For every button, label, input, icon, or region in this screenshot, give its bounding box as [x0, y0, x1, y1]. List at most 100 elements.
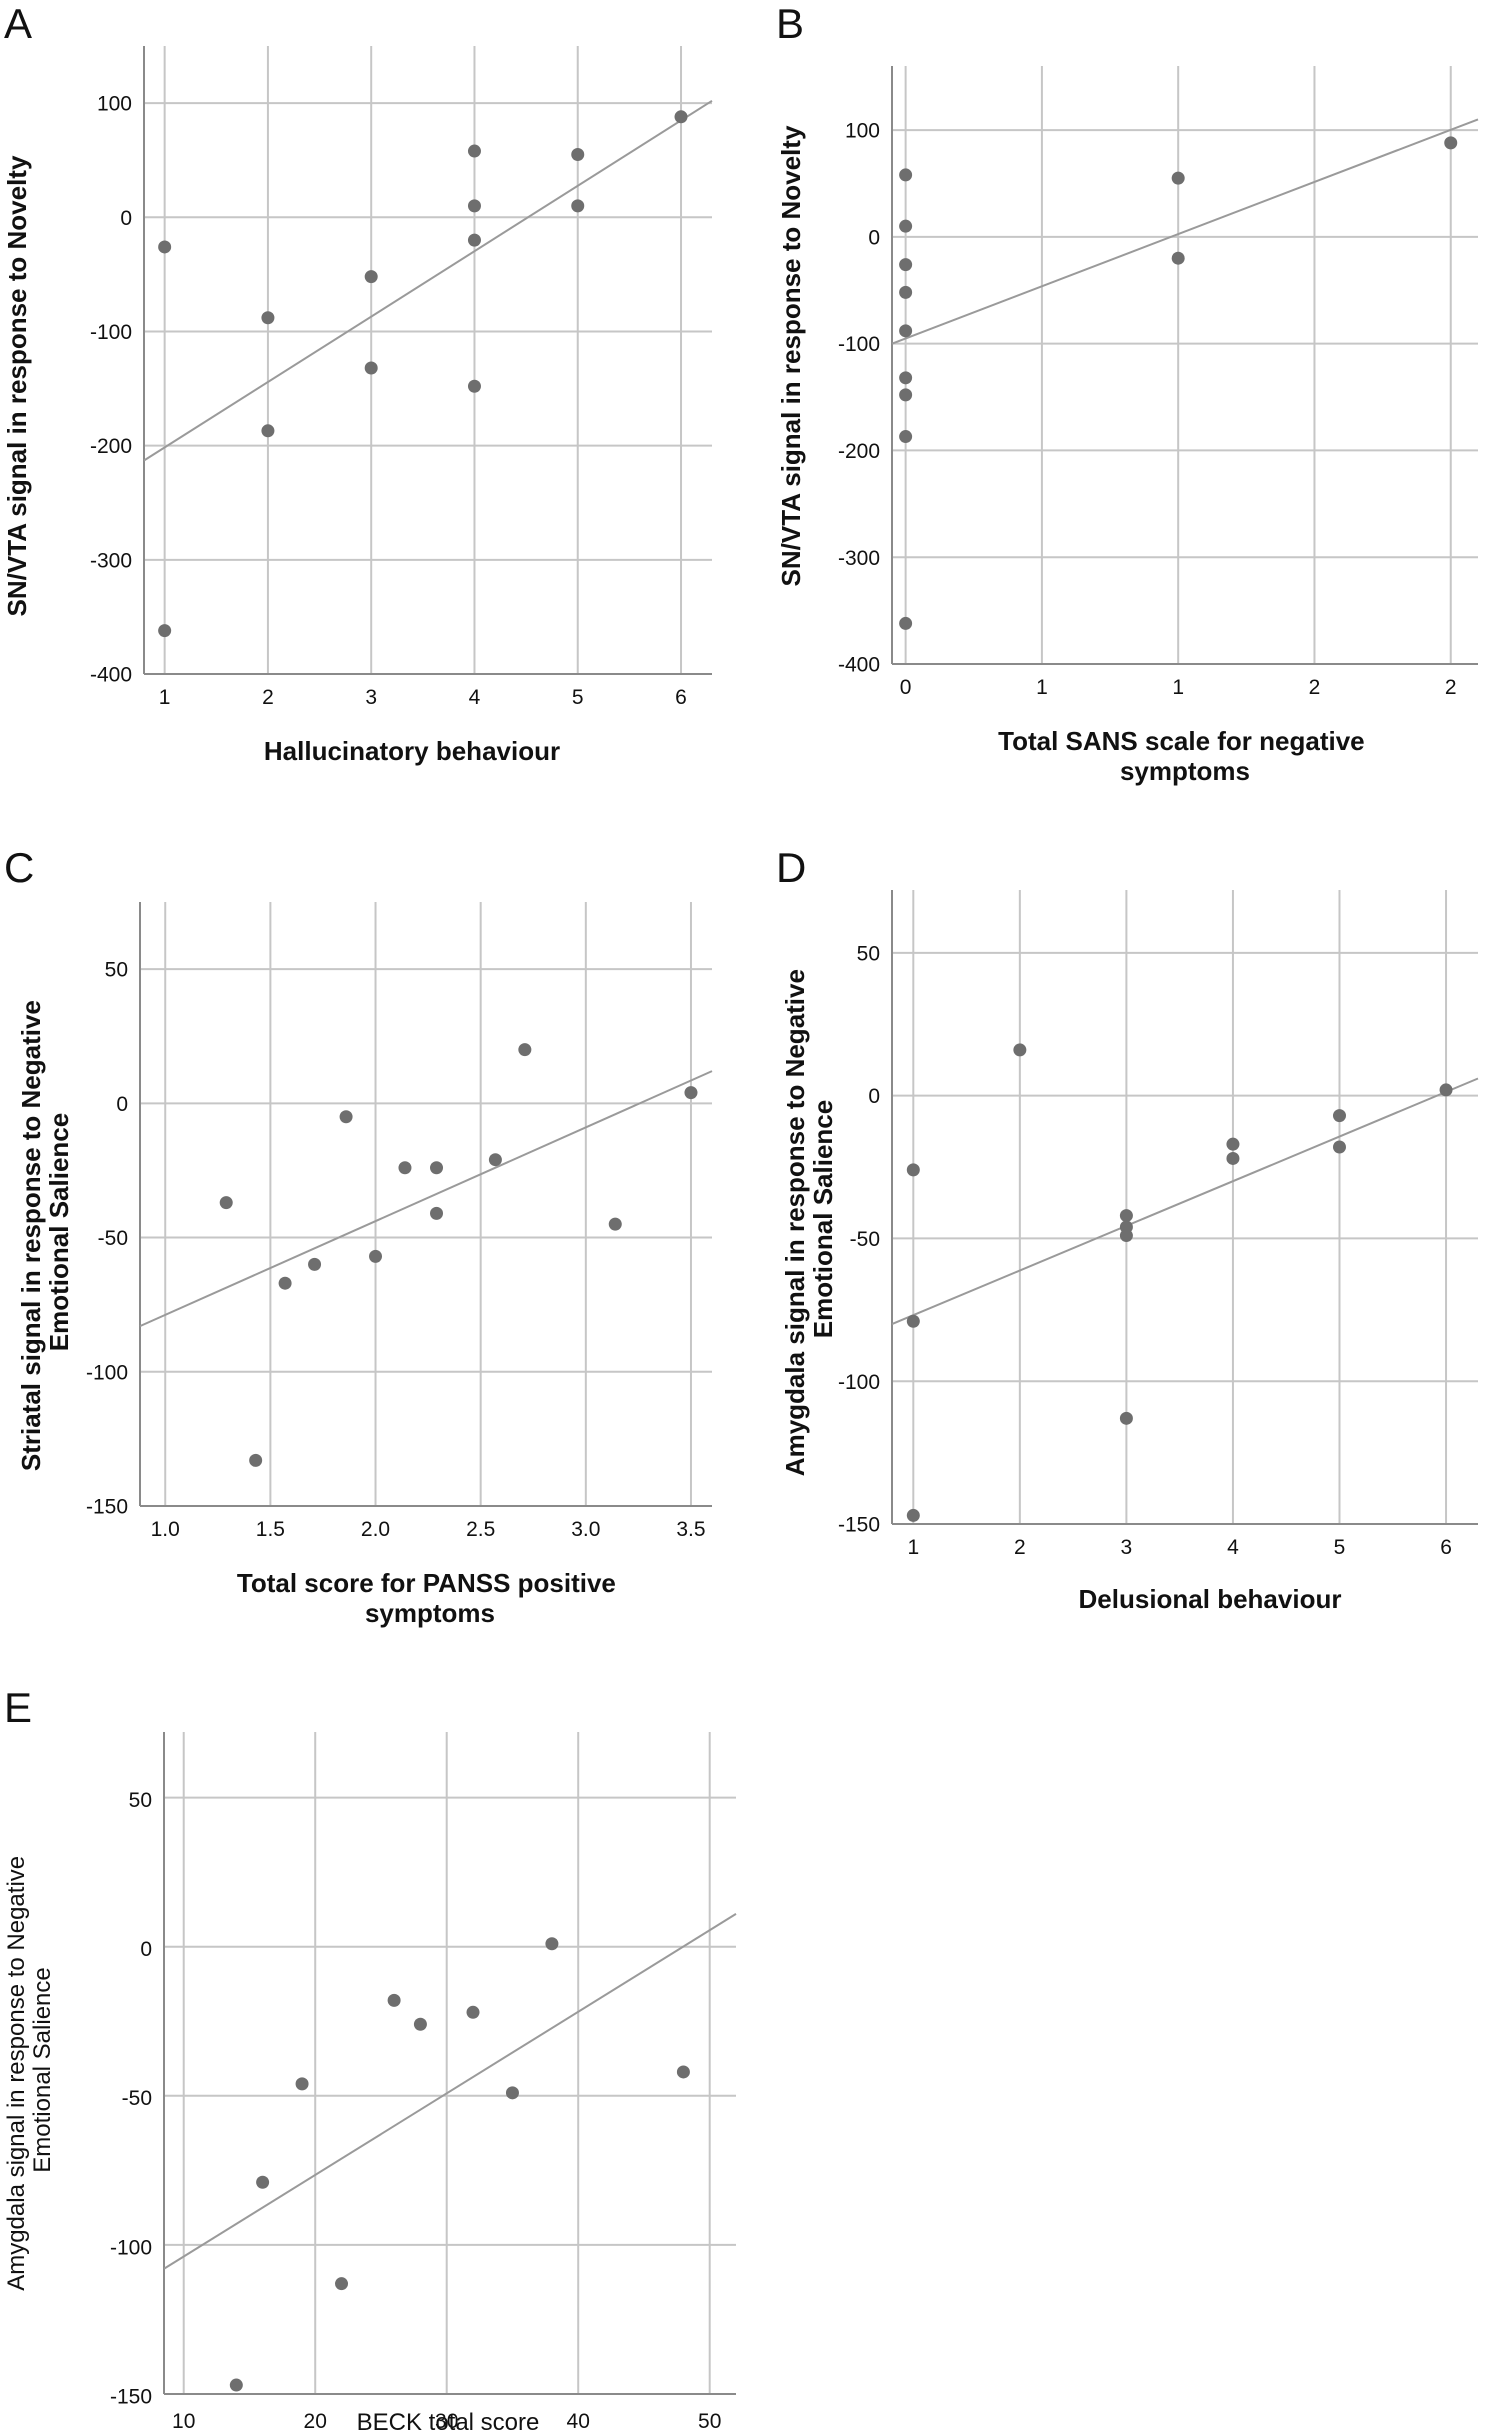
panel-c-data-point [398, 1161, 412, 1175]
panel-a-data-point [467, 199, 481, 213]
panel-c-data-point [278, 1276, 292, 1290]
panel-c-y-tick-label: -150 [86, 1496, 128, 1519]
panel-b-data-point [1171, 171, 1185, 185]
panel-a-y-tick-label: -200 [90, 435, 132, 458]
panel-d-letter: D [776, 844, 806, 891]
panel-c-data-point [369, 1249, 383, 1263]
panel-a-x-tick-label: 3 [365, 686, 377, 709]
panel-a-y-tick-label: -300 [90, 549, 132, 572]
panel-b-x-axis-title-line2: symptoms [1120, 756, 1250, 786]
panel-e-data-point [413, 2017, 427, 2031]
panel-d-x-tick-label: 4 [1227, 1536, 1239, 1559]
panel-d-data-point [1226, 1151, 1240, 1165]
panel-b-data-point [899, 258, 913, 272]
panel-b-data-point [899, 324, 913, 338]
panel-c-x-tick-label: 2.5 [466, 1518, 495, 1541]
panel-a-y-tick-label: 0 [120, 207, 132, 230]
panel-c-letter: C [4, 844, 34, 891]
panel-a-data-point [364, 270, 378, 284]
panel-e-y-tick-label: -100 [110, 2236, 152, 2259]
panel-d-x-tick-label: 2 [1014, 1536, 1026, 1559]
panel-d-x-tick-label: 5 [1334, 1536, 1346, 1559]
panel-d-y-tick-label: -150 [838, 1514, 880, 1537]
panel-d-y-axis-title-line1: Amygdala signal in response to Negative [780, 969, 810, 1476]
panel-c-x-tick-label: 1.0 [151, 1518, 180, 1541]
panel-a: A 1 2 3 4 5 6 -400 -300 -200 -100 0 100 Hallucinato… [2, 0, 713, 766]
panel-e-y-axis-title-line2: Emotional Salience [29, 1967, 56, 2172]
panel-a-x-tick-label: 1 [159, 686, 171, 709]
panel-d-data-point [1119, 1229, 1133, 1243]
panel-e-data-point [229, 2378, 243, 2392]
panel-a-x-axis-title: Hallucinatory behaviour [264, 736, 560, 766]
panel-e-data-point [387, 1993, 401, 2007]
panel-d-data-point [906, 1314, 920, 1328]
panel-c-y-tick-label: 50 [105, 959, 128, 982]
panel-c-y-axis-title-line2: Emotional Salience [44, 1113, 74, 1351]
panel-e-x-tick-label: 40 [567, 2410, 590, 2433]
panel-c-y-axis-title: Striatal signal in response to Negative … [16, 993, 74, 1471]
panel-a-x-tick-label: 2 [262, 686, 274, 709]
panel-a-plot: 1 2 3 4 5 6 -400 -300 -200 -100 0 100 [90, 46, 713, 709]
panel-e-y-tick-label: -150 [110, 2385, 152, 2408]
panel-d-data-point [1226, 1137, 1240, 1151]
panel-a-x-tick-label: 6 [675, 686, 687, 709]
panel-c-fit-line [139, 1070, 713, 1328]
panel-c-x-axis-title-line2: symptoms [365, 1598, 495, 1628]
panel-d-x-tick-label: 3 [1121, 1536, 1133, 1559]
panel-d-x-tick-label: 6 [1440, 1536, 1452, 1559]
panel-d-y-tick-label: 50 [857, 942, 880, 965]
panel-c-y-tick-label: 0 [116, 1093, 128, 1116]
panel-e-data-point [505, 2086, 519, 2100]
panel-c-data-point [518, 1043, 532, 1057]
panel-b-x-tick-label: 0 [900, 676, 912, 699]
panel-d-data-point [1013, 1043, 1027, 1057]
panel-b-x-tick-label: 2 [1309, 676, 1321, 699]
panel-a-x-tick-label: 5 [572, 686, 584, 709]
panel-b-data-point [899, 616, 913, 630]
panel-c-x-tick-label: 1.5 [256, 1518, 285, 1541]
panel-b-x-axis-title: Total SANS scale for negative symptoms [998, 726, 1372, 786]
panel-a-fit-line [143, 99, 713, 462]
panel-e-x-tick-label: 30 [435, 2410, 458, 2433]
panel-c-data-point [249, 1453, 263, 1467]
panel-b-data-point [899, 285, 913, 299]
panel-c-data-point [430, 1206, 444, 1220]
panel-d-y-tick-label: 0 [868, 1085, 880, 1108]
panel-c-data-point [488, 1153, 502, 1167]
panel-a-data-point [467, 233, 481, 247]
panel-b-data-point [1444, 136, 1458, 150]
panel-d-x-tick-label: 1 [907, 1536, 919, 1559]
panel-a-y-tick-label: -100 [90, 321, 132, 344]
panel-e-data-point [295, 2077, 309, 2091]
panel-e-letter: E [4, 1684, 32, 1731]
panel-c-y-axis-title-line1: Striatal signal in response to Negative [16, 1000, 46, 1471]
panel-d-data-point [1332, 1109, 1346, 1123]
panel-b-letter: B [776, 0, 804, 47]
panel-d-data-point [906, 1163, 920, 1177]
panel-c-y-tick-label: -50 [98, 1227, 128, 1250]
panel-b-x-axis-title-line1: Total SANS scale for negative [998, 726, 1365, 756]
panel-c-x-tick-label: 3.5 [676, 1518, 705, 1541]
panel-d-data-point [906, 1508, 920, 1522]
panel-c-x-axis-title: Total score for PANSS positive symptoms [237, 1568, 623, 1628]
panel-a-x-tick-label: 4 [469, 686, 481, 709]
panel-e-y-axis-title-line1: Amygdala signal in response to Negative [3, 1856, 30, 2291]
panel-b-plot: 0 1 1 2 2 -400 -300 -200 -100 0 100 [838, 66, 1479, 699]
panel-a-data-point [158, 240, 172, 254]
panel-c-x-tick-label: 3.0 [571, 1518, 600, 1541]
panel-e-y-axis-title: Amygdala signal in response to Negative … [3, 1849, 56, 2291]
panel-a-data-point [261, 311, 275, 325]
panel-c-x-tick-label: 2.0 [361, 1518, 390, 1541]
panel-d-y-tick-label: -100 [838, 1371, 880, 1394]
panel-a-y-tick-label: 100 [97, 93, 132, 116]
panel-a-data-point [261, 424, 275, 438]
panel-b-y-tick-label: -300 [838, 547, 880, 570]
panel-e-data-point [335, 2277, 349, 2291]
panel-d-data-point [1332, 1140, 1346, 1154]
panel-b-data-point [899, 219, 913, 233]
panel-b-data-point [899, 388, 913, 402]
panel-b-data-point [899, 168, 913, 182]
panel-c-data-point [339, 1110, 353, 1124]
